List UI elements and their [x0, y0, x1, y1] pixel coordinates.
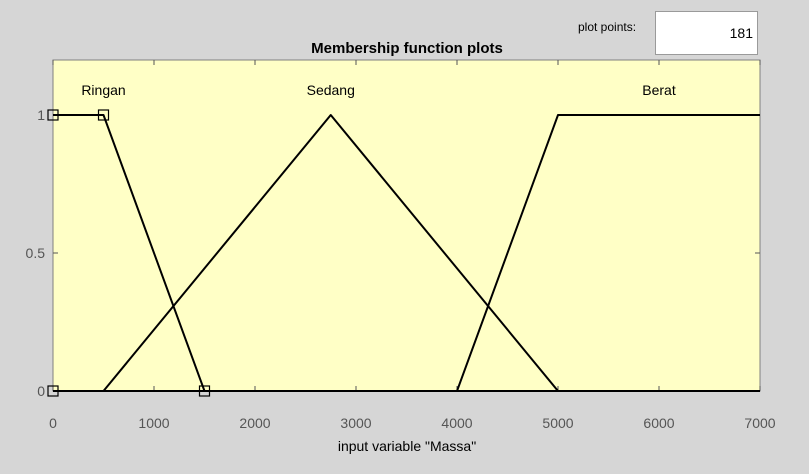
mf-label-sedang: Sedang [307, 82, 355, 98]
vertex-marker [198, 385, 211, 397]
vertex-marker [47, 109, 59, 121]
membership-labels: Ringan Sedang Berat [81, 82, 676, 98]
vertex-markers [47, 109, 211, 397]
x-tick-label: 3000 [340, 415, 371, 431]
x-tick-label: 7000 [744, 415, 775, 431]
mf-line-berat [53, 114, 760, 392]
x-tick-label: 0 [49, 415, 57, 431]
y-tick-label: 0 [37, 383, 45, 399]
plot-points-input[interactable] [655, 11, 758, 55]
plot-points-label: plot points: [578, 20, 637, 34]
chart-title: Membership function plots [311, 40, 503, 57]
x-axis-label: input variable "Massa" [338, 438, 476, 454]
mf-label-berat: Berat [642, 82, 676, 98]
x-tick-label: 4000 [441, 415, 472, 431]
vertex-marker [47, 385, 59, 397]
x-tick-label: 6000 [643, 415, 674, 431]
x-tick-label: 2000 [239, 415, 270, 431]
vertex-marker [97, 109, 110, 121]
mf-label-ringan: Ringan [81, 82, 125, 98]
x-tick-label: 5000 [542, 415, 573, 431]
plot-area [52, 59, 761, 392]
x-tick-label: 1000 [138, 415, 169, 431]
membership-lines [53, 114, 760, 392]
mf-line-ringan [53, 114, 760, 392]
y-tick-label: 1 [37, 107, 45, 123]
y-tick-label: 0.5 [26, 245, 46, 261]
